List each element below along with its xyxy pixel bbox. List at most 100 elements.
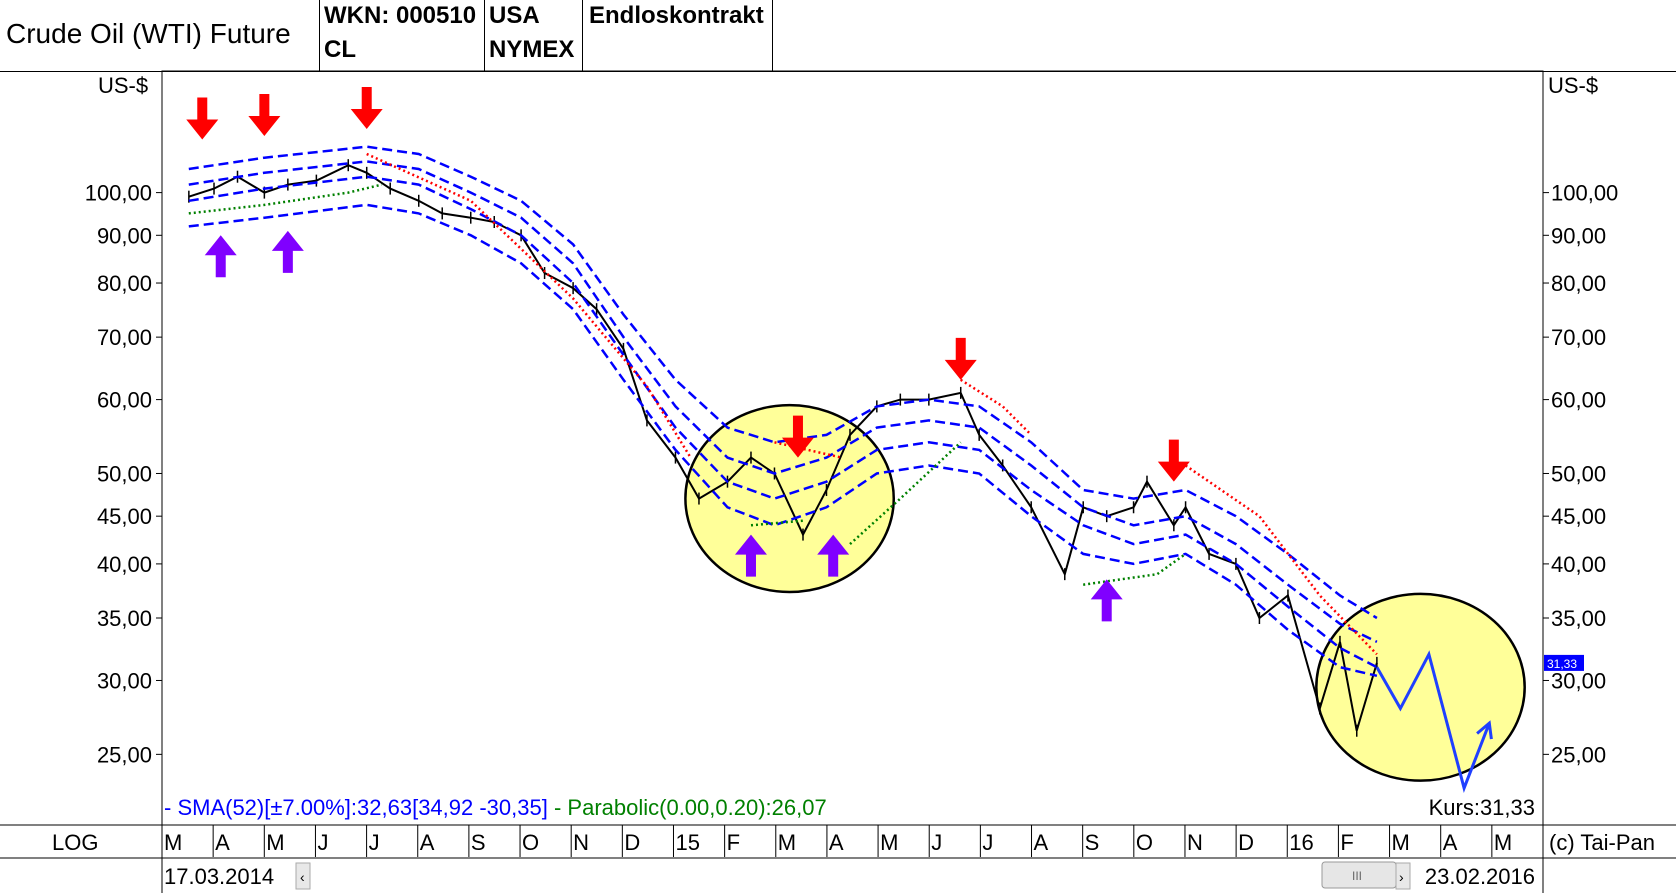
- parabolic-down-dots: [774, 441, 842, 459]
- x-tick-label: A: [420, 830, 435, 855]
- highlight-circle: [1315, 592, 1526, 782]
- scroll-left-button[interactable]: [295, 862, 311, 890]
- x-tick-label: A: [215, 830, 230, 855]
- sell-signal-arrow: [1157, 439, 1190, 482]
- sma-lower-band: [188, 203, 1378, 678]
- x-tick-label: A: [1034, 830, 1049, 855]
- sell-signal-arrow: [350, 86, 383, 129]
- parabolic-down-dots: [960, 378, 1033, 436]
- x-tick-label: J: [982, 830, 993, 855]
- y-tick-label-left: 60,00: [97, 388, 152, 413]
- y-tick-label-left: 30,00: [97, 668, 152, 693]
- buy-signal-arrow: [271, 230, 304, 273]
- sma-mid-lower-band: [188, 175, 1378, 669]
- x-tick-label: M: [1494, 830, 1512, 855]
- x-tick-label: S: [471, 830, 486, 855]
- symbol-label: CL: [324, 36, 356, 63]
- x-tick-label: J: [317, 830, 328, 855]
- sma-upper-band: [188, 145, 1378, 620]
- x-tick-label: D: [624, 830, 640, 855]
- x-tick-label: F: [1340, 830, 1353, 855]
- x-tick-label: D: [1238, 830, 1254, 855]
- x-tick-label: M: [1392, 830, 1410, 855]
- x-tick-label: A: [1443, 830, 1458, 855]
- x-tick-label: O: [1136, 830, 1153, 855]
- x-tick-label: N: [573, 830, 589, 855]
- highlight-circle: [684, 403, 895, 594]
- buy-signal-arrow: [734, 534, 767, 577]
- x-tick-label: 15: [675, 830, 699, 855]
- instrument-header: Crude Oil (WTI) Future WKN: 000510 CL US…: [0, 0, 1676, 72]
- y-tick-label-left: 90,00: [97, 223, 152, 248]
- y-tick-label-left: 45,00: [97, 504, 152, 529]
- y-tick-label-right: 30,00: [1551, 668, 1606, 693]
- instrument-name: Crude Oil (WTI) Future: [6, 18, 291, 49]
- x-tick-label: N: [1187, 830, 1203, 855]
- forecast-line: [1375, 650, 1491, 793]
- sma-mid-upper-band: [188, 160, 1378, 644]
- kurs-label: Kurs:31,33: [1429, 795, 1535, 820]
- y-tick-label-left: 50,00: [97, 461, 152, 486]
- y-tick-label-right: 40,00: [1551, 552, 1606, 577]
- y-tick-label-right: 90,00: [1551, 223, 1606, 248]
- forecast-arrowhead: [1476, 720, 1493, 740]
- y-tick-label-right: 100,00: [1551, 181, 1618, 206]
- date-start-label: 17.03.2014: [164, 864, 274, 889]
- sma-legend: - SMA(52)[±7.00%]:32,63[34,92 -30,35]: [164, 795, 548, 820]
- y-tick-label-right: 35,00: [1551, 606, 1606, 631]
- contract-cell: Endloskontrakt: [583, 0, 773, 71]
- x-tick-label: S: [1085, 830, 1100, 855]
- y-tick-label-left: 25,00: [97, 742, 152, 767]
- buy-signal-arrow: [817, 534, 850, 577]
- y-tick-label-left: 40,00: [97, 552, 152, 577]
- y-tick-label-right: 80,00: [1551, 271, 1606, 296]
- instrument-name-cell: Crude Oil (WTI) Future: [0, 0, 320, 71]
- y-tick-label-right: 45,00: [1551, 504, 1606, 529]
- x-tick-label: M: [880, 830, 898, 855]
- date-end-label: 23.02.2016: [1425, 864, 1535, 889]
- wkn-label: WKN: 000510: [324, 2, 477, 29]
- parabolic-up-dots: [1083, 552, 1187, 586]
- currency-label-left: US-$: [98, 73, 148, 98]
- sell-signal-arrow: [781, 415, 814, 458]
- country-label: USA: [489, 2, 540, 29]
- y-tick-label-right: 25,00: [1551, 742, 1606, 767]
- parabolic-down-dots: [1184, 464, 1378, 656]
- buy-signal-arrow: [204, 235, 237, 278]
- sell-signal-arrow: [248, 93, 281, 136]
- contract-label: Endloskontrakt: [589, 2, 764, 29]
- scroll-right-button[interactable]: [1395, 862, 1411, 890]
- x-tick-label: J: [931, 830, 942, 855]
- x-tick-label: A: [829, 830, 844, 855]
- y-tick-label-left: 100,00: [85, 181, 152, 206]
- y-tick-label-left: 80,00: [97, 271, 152, 296]
- y-tick-label-right: 60,00: [1551, 388, 1606, 413]
- x-tick-label: 16: [1289, 830, 1313, 855]
- price-tag-box: [1544, 654, 1584, 671]
- y-tick-label-right: 70,00: [1551, 325, 1606, 350]
- indicator-legend: - SMA(52)[±7.00%]:32,63[34,92 -30,35] - …: [164, 795, 827, 820]
- x-tick-label: F: [727, 830, 740, 855]
- x-tick-label: O: [522, 830, 539, 855]
- copyright-label: (c) Tai-Pan: [1549, 830, 1655, 855]
- buy-signal-arrow: [1090, 579, 1123, 622]
- parabolic-up-dots: [750, 519, 804, 527]
- x-tick-label: M: [164, 830, 182, 855]
- x-tick-label: J: [369, 830, 380, 855]
- parabolic-legend: - Parabolic(0.00,0.20):26,07: [548, 795, 827, 820]
- y-tick-label-right: 50,00: [1551, 461, 1606, 486]
- x-tick-label: M: [778, 830, 796, 855]
- scroll-left-icon: ‹: [300, 869, 305, 885]
- x-tick-label: M: [266, 830, 284, 855]
- parabolic-up-dots: [188, 183, 383, 215]
- exchange-cell: USA NYMEX: [485, 0, 583, 71]
- y-tick-label-left: 35,00: [97, 606, 152, 631]
- price-tag-label: 31,33: [1547, 657, 1577, 671]
- sell-signal-arrow: [186, 97, 219, 140]
- scroll-grip-icon: III: [1352, 869, 1362, 883]
- wkn-cell: WKN: 000510 CL: [320, 0, 485, 71]
- scroll-right-icon: ›: [1399, 869, 1404, 885]
- sell-signal-arrow: [944, 337, 977, 380]
- parabolic-down-dots: [366, 152, 692, 459]
